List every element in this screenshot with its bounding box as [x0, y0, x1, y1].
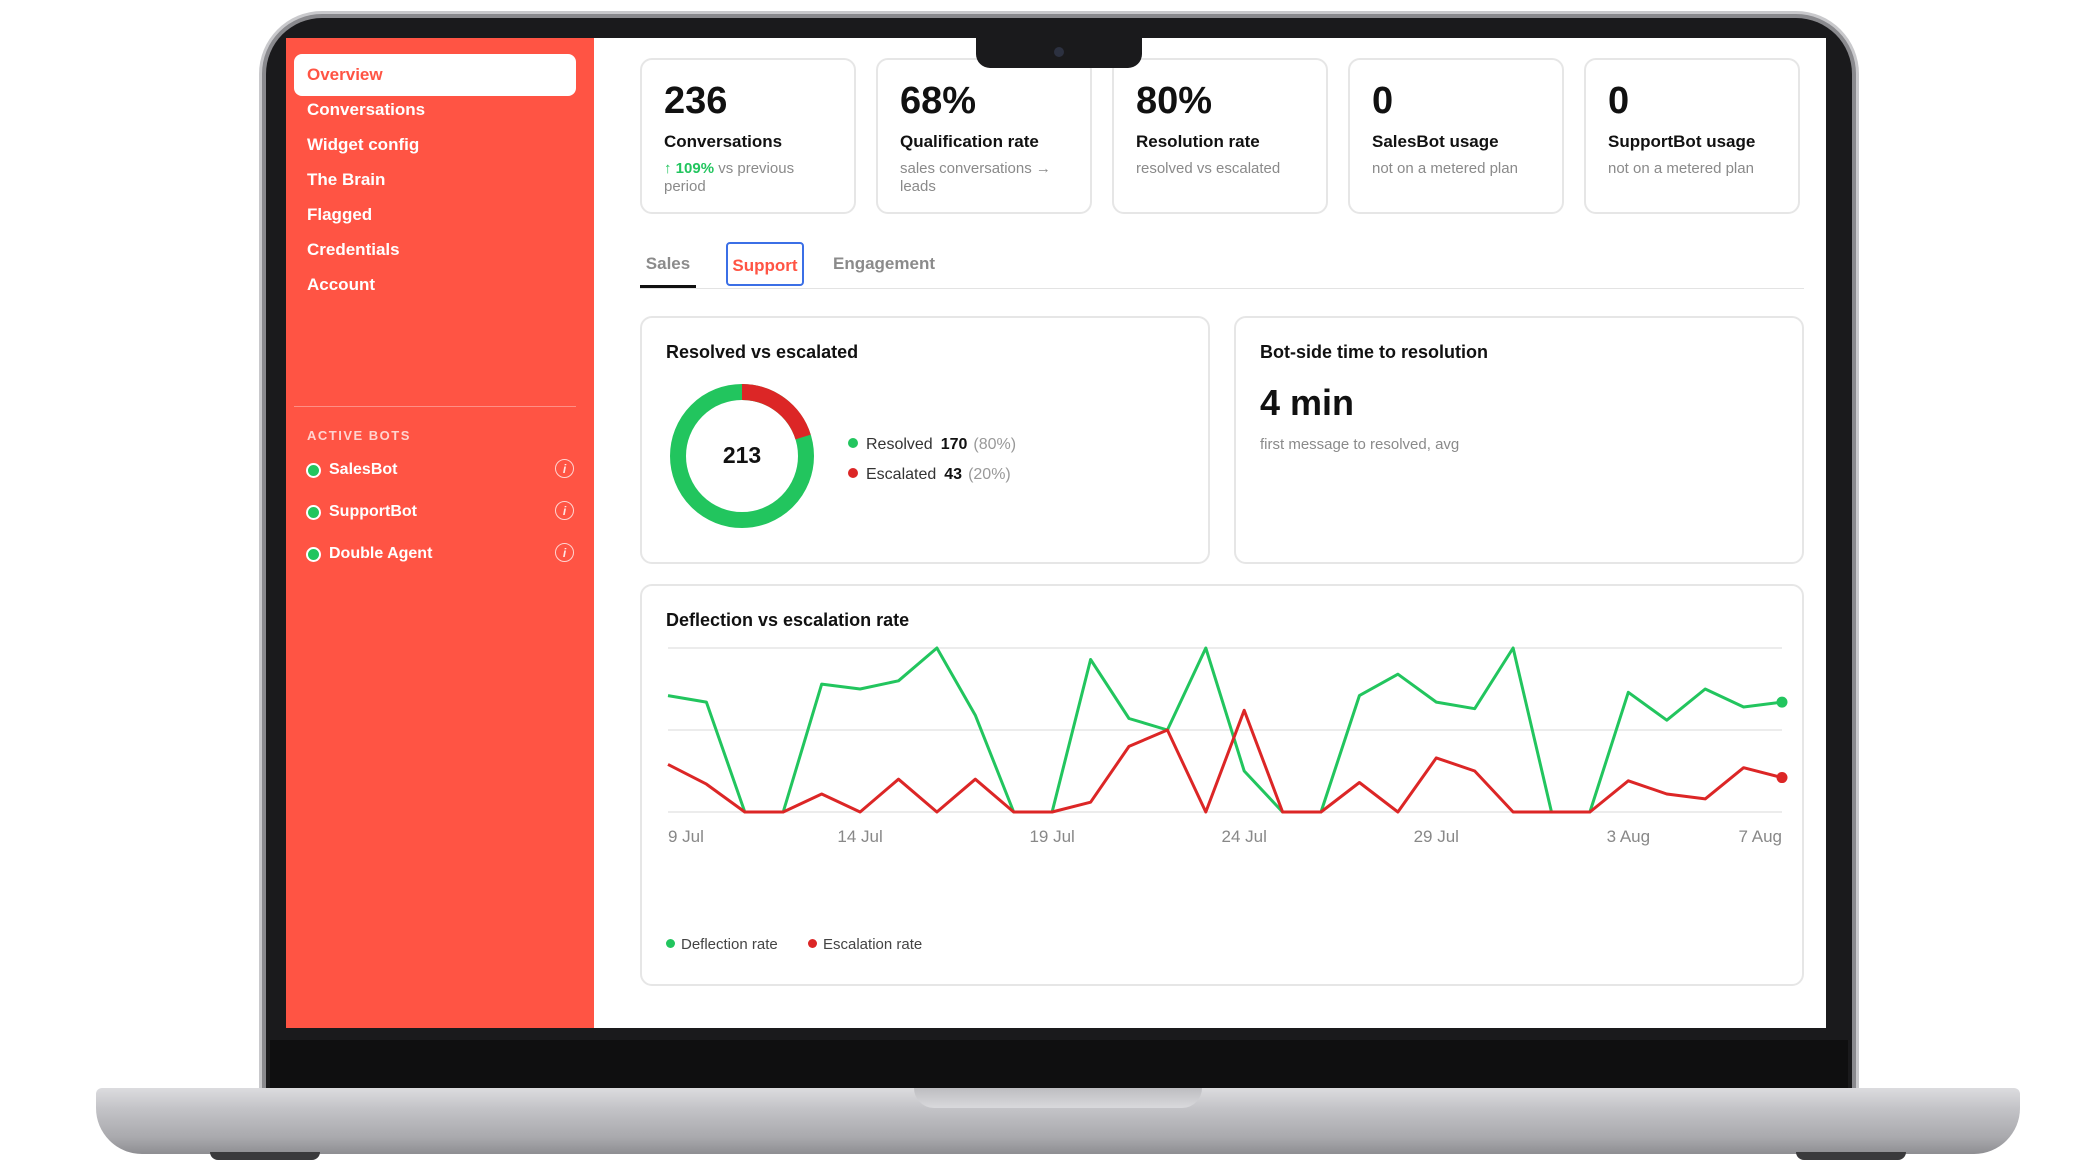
- bot-name: SalesBot: [329, 461, 398, 478]
- panel-title: Resolved vs escalated: [666, 342, 859, 362]
- laptop-foot-left: [210, 1152, 320, 1160]
- legend-label: Escalated: [866, 466, 937, 483]
- status-dot-icon: [306, 547, 321, 562]
- stat-card-qualification-rate: 68% Qualification rate sales conversatio…: [876, 58, 1092, 214]
- deflection-escalation-chart-panel: Deflection vs escalation rate 9 Jul 14 Ju…: [640, 584, 1804, 986]
- camera-icon: [1054, 47, 1064, 57]
- stat-value: 236: [664, 80, 728, 122]
- stat-value: 0: [1372, 80, 1394, 122]
- change-caption: vs previous period: [664, 160, 795, 195]
- stat-card-supportbot-usage: 0 SupportBot usage not on a metered plan: [1584, 58, 1800, 214]
- x-tick-label: 3 Aug: [1607, 827, 1651, 846]
- legend-percent: (80%): [973, 436, 1017, 453]
- time-caption: first message to resolved, avg: [1260, 436, 1460, 453]
- stat-subtext: ↑ 109% vs previous period: [664, 160, 832, 196]
- x-tick-label: 24 Jul: [1222, 827, 1267, 846]
- resolved-vs-escalated-panel: Resolved vs escalated 213 Resolved 170 (80…: [640, 316, 1210, 564]
- stat-subtext: sales conversations → leads: [900, 160, 1051, 195]
- stat-label: Resolution rate: [1136, 132, 1260, 151]
- stat-label: SalesBot usage: [1372, 132, 1499, 151]
- stat-value: 0: [1608, 80, 1630, 122]
- bot-row-double-agent[interactable]: Double Agent i: [306, 540, 574, 568]
- stat-label: Conversations: [664, 132, 783, 151]
- status-dot-icon: [306, 505, 321, 520]
- x-tick-label: 19 Jul: [1029, 827, 1074, 846]
- x-tick-label: 7 Aug: [1739, 827, 1783, 846]
- legend-count: 43: [944, 466, 963, 483]
- status-dot-icon: [306, 463, 321, 478]
- sidebar-divider: [294, 406, 576, 407]
- panel-title: Bot-side time to resolution: [1260, 342, 1489, 362]
- stat-value: 80%: [1136, 80, 1213, 122]
- x-tick-label: 29 Jul: [1414, 827, 1459, 846]
- red-dot-icon: [848, 468, 858, 478]
- line-chart: 9 Jul 14 Jul 19 Jul 24 Jul 29 Jul 3 Aug 7 Aug: [667, 646, 1788, 846]
- change-indicator: ↑ 109%: [664, 160, 715, 177]
- donut-escalated-arc: [670, 384, 814, 528]
- info-icon[interactable]: i: [555, 459, 574, 478]
- donut-chart: 213: [670, 384, 814, 528]
- green-dot-icon: [848, 438, 858, 448]
- time-to-resolution-panel: Bot-side time to resolution 4 min first …: [1234, 316, 1804, 564]
- active-bots-heading: ACTIVE BOTS: [307, 428, 411, 443]
- donut-total: 213: [723, 442, 761, 468]
- laptop-foot-right: [1796, 1152, 1906, 1160]
- app-screen: Overview Conversations Widget config The…: [286, 38, 1826, 1028]
- bot-row-supportbot[interactable]: SupportBot i: [306, 498, 574, 526]
- legend-resolved: Resolved 170 (80%): [848, 436, 1016, 454]
- chart-title: Deflection vs escalation rate: [666, 610, 910, 630]
- tab-sales[interactable]: Sales: [645, 254, 691, 273]
- nav-credentials[interactable]: Credentials: [307, 240, 400, 259]
- legend-escalation: Escalation rate: [808, 936, 922, 953]
- nav-conversations[interactable]: Conversations: [307, 100, 426, 119]
- tab-engagement[interactable]: Engagement: [832, 254, 936, 273]
- nav-flagged[interactable]: Flagged: [307, 205, 373, 224]
- green-dot-icon: [666, 939, 675, 948]
- legend-label: Deflection rate: [681, 936, 778, 953]
- escalation-rate-line: [667, 708, 1783, 814]
- nav-the-brain[interactable]: The Brain: [307, 170, 386, 189]
- deflection-rate-line: [667, 646, 1783, 814]
- legend-count: 170: [940, 436, 968, 453]
- nav-overview[interactable]: Overview: [294, 54, 576, 96]
- laptop-opening-notch: [914, 1088, 1202, 1108]
- nav-account[interactable]: Account: [307, 275, 375, 294]
- time-value: 4 min: [1260, 382, 1355, 423]
- sidebar: Overview Conversations Widget config The…: [286, 38, 594, 1028]
- x-tick-label: 14 Jul: [837, 827, 882, 846]
- stat-value: 68%: [900, 80, 977, 122]
- stat-label: Qualification rate: [900, 132, 1039, 151]
- legend-deflection: Deflection rate: [666, 936, 778, 953]
- info-icon[interactable]: i: [555, 501, 574, 520]
- laptop-chin: [270, 1040, 1848, 1090]
- stat-subtext: not on a metered plan: [1372, 160, 1518, 177]
- stat-card-resolution-rate: 80% Resolution rate resolved vs escalate…: [1112, 58, 1328, 214]
- red-dot-icon: [808, 939, 817, 948]
- legend-escalated: Escalated 43 (20%): [848, 466, 1011, 484]
- stat-label: SupportBot usage: [1608, 132, 1756, 151]
- legend-percent: (20%): [968, 466, 1011, 483]
- stat-card-conversations: 236 Conversations ↑ 109% vs previous per…: [640, 58, 856, 214]
- bot-name: SupportBot: [329, 503, 417, 520]
- tabs-divider: [640, 288, 1804, 289]
- stat-subtext: not on a metered plan: [1608, 160, 1754, 177]
- camera-notch: [976, 38, 1142, 68]
- bot-name: Double Agent: [329, 545, 433, 562]
- bot-row-salesbot[interactable]: SalesBot i: [306, 456, 574, 484]
- stat-subtext: resolved vs escalated: [1136, 160, 1281, 177]
- legend-label: Escalation rate: [823, 936, 923, 953]
- tab-sales-underline: [640, 285, 696, 288]
- escalation-last-point: [1776, 772, 1788, 784]
- nav-widget-config[interactable]: Widget config: [307, 135, 420, 154]
- deflection-last-point: [1776, 696, 1788, 708]
- tab-support[interactable]: Support: [726, 242, 804, 286]
- legend-label: Resolved: [866, 436, 933, 453]
- x-tick-label: 9 Jul: [668, 827, 704, 846]
- info-icon[interactable]: i: [555, 543, 574, 562]
- stat-card-salesbot-usage: 0 SalesBot usage not on a metered plan: [1348, 58, 1564, 214]
